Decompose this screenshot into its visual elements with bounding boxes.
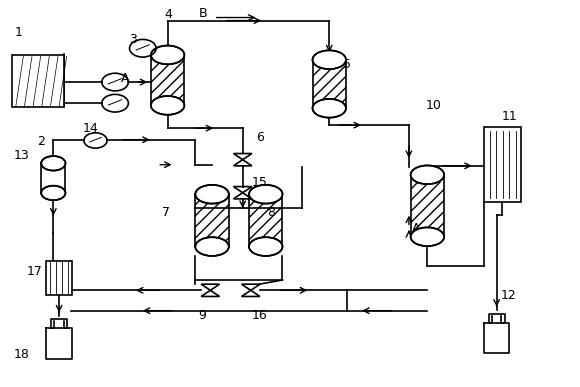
Ellipse shape — [195, 237, 229, 256]
FancyBboxPatch shape — [151, 60, 184, 101]
FancyBboxPatch shape — [46, 261, 72, 295]
Ellipse shape — [151, 96, 184, 115]
Text: 12: 12 — [501, 289, 516, 302]
Text: 10: 10 — [425, 99, 441, 111]
Text: 18: 18 — [14, 348, 30, 361]
FancyBboxPatch shape — [313, 64, 346, 104]
Text: 14: 14 — [83, 122, 99, 135]
Ellipse shape — [313, 99, 346, 118]
FancyBboxPatch shape — [195, 199, 229, 242]
FancyBboxPatch shape — [484, 127, 521, 202]
Ellipse shape — [195, 185, 229, 204]
Ellipse shape — [41, 186, 66, 200]
Text: B: B — [313, 55, 322, 67]
Text: 9: 9 — [198, 309, 206, 322]
Text: 8: 8 — [267, 206, 275, 219]
Text: A: A — [121, 72, 130, 85]
FancyBboxPatch shape — [249, 199, 282, 242]
Text: A: A — [412, 223, 420, 235]
Text: 2: 2 — [37, 135, 45, 148]
Text: 17: 17 — [27, 265, 43, 277]
Text: 15: 15 — [252, 176, 268, 189]
Text: 5: 5 — [343, 58, 350, 71]
FancyBboxPatch shape — [411, 182, 444, 230]
Ellipse shape — [411, 228, 444, 246]
FancyBboxPatch shape — [41, 163, 66, 193]
Ellipse shape — [313, 50, 346, 69]
Text: 7: 7 — [162, 206, 170, 219]
Ellipse shape — [41, 156, 66, 171]
Text: 16: 16 — [252, 309, 268, 322]
Ellipse shape — [249, 185, 282, 204]
Text: 3: 3 — [129, 33, 137, 46]
Text: 1: 1 — [14, 26, 23, 39]
Text: 13: 13 — [14, 149, 30, 162]
Text: 6: 6 — [256, 131, 264, 144]
Ellipse shape — [249, 237, 282, 256]
FancyBboxPatch shape — [12, 55, 64, 107]
Text: 11: 11 — [502, 110, 517, 123]
Text: 4: 4 — [165, 9, 173, 21]
Ellipse shape — [151, 46, 184, 64]
Text: B: B — [199, 7, 208, 20]
Ellipse shape — [411, 166, 444, 184]
